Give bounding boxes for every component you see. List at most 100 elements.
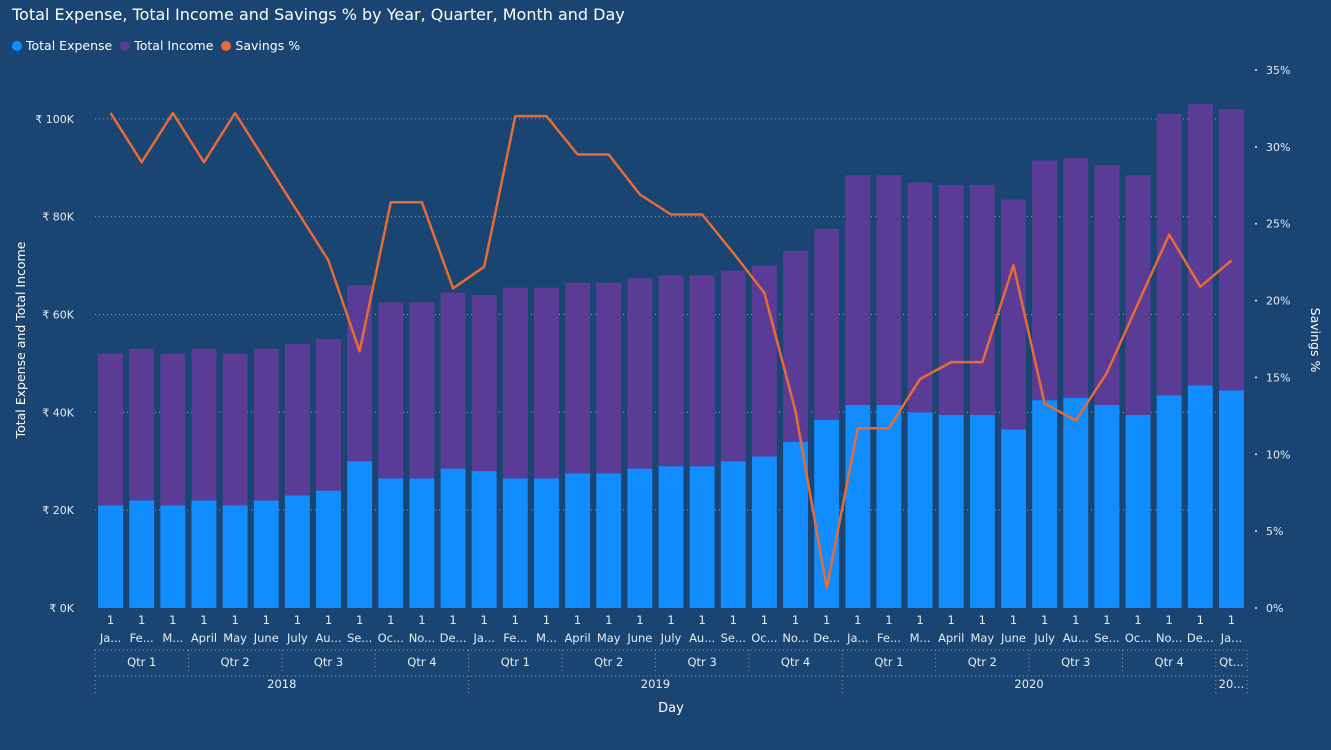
day-label: 1: [169, 613, 176, 627]
bar-total-expense: [1125, 414, 1151, 608]
bar-total-expense: [783, 441, 808, 608]
month-label: July: [286, 631, 308, 645]
y-tick-label: ₹ 40K: [42, 406, 74, 419]
month-label: Oc...: [1125, 631, 1151, 645]
bar-total-income: [1063, 158, 1089, 398]
bar-total-income: [658, 275, 684, 467]
month-label: July: [660, 631, 682, 645]
bar-total-income: [253, 348, 279, 501]
y2-tick-mark: [1255, 376, 1257, 379]
line-savings: [109, 111, 1233, 590]
quarter-label: Qtr 3: [314, 655, 343, 669]
legend-marker-total-income: [120, 40, 131, 51]
month-label: Au...: [689, 631, 715, 645]
legend-item-total-income[interactable]: Total Income: [120, 38, 213, 53]
day-label: 1: [948, 613, 955, 627]
year-label: 20...: [1219, 677, 1245, 691]
day-label: 1: [356, 613, 363, 627]
y-tick-label: ₹ 60K: [42, 309, 74, 322]
bar-total-income: [1094, 165, 1120, 406]
day-label: 1: [761, 613, 768, 627]
day-label: 1: [667, 613, 674, 627]
bar-total-income: [378, 302, 404, 479]
y2-tick-label: 0%: [1266, 602, 1283, 615]
legend: Total Expense Total Income Savings %: [12, 38, 300, 53]
bar-total-income: [1218, 109, 1244, 391]
quarter-label: Qtr 2: [968, 655, 997, 669]
year-label: 2018: [267, 677, 296, 691]
bar-total-income: [502, 287, 528, 479]
chart-title: Total Expense, Total Income and Savings …: [12, 5, 625, 24]
bar-total-income: [1125, 175, 1151, 415]
month-label: Oc...: [751, 631, 777, 645]
bar-total-expense: [253, 500, 279, 608]
legend-item-savings[interactable]: Savings %: [221, 38, 300, 53]
day-label: 1: [1197, 613, 1204, 627]
quarter-label: Qt...: [1219, 655, 1244, 669]
month-label: June: [253, 631, 279, 645]
quarter-label: Qtr 2: [220, 655, 249, 669]
y2-tick-label: 15%: [1266, 371, 1290, 384]
bar-total-expense: [347, 461, 373, 608]
bar-total-expense: [502, 478, 528, 608]
bar-total-expense: [814, 419, 840, 608]
month-label: Ja...: [1220, 631, 1242, 645]
bar-total-income: [689, 275, 715, 467]
month-label: Se...: [1094, 631, 1119, 645]
bar-total-expense: [1156, 395, 1182, 608]
bar-total-expense: [938, 414, 964, 608]
bar-total-expense: [222, 505, 248, 608]
day-label: 1: [854, 613, 861, 627]
month-label: Oc...: [378, 631, 404, 645]
quarter-label: Qtr 1: [501, 655, 530, 669]
day-label: 1: [823, 613, 830, 627]
bar-total-income: [596, 282, 622, 474]
quarter-label: Qtr 4: [781, 655, 810, 669]
quarter-label: Qtr 4: [1155, 655, 1184, 669]
bar-total-income: [471, 294, 497, 472]
legend-label-savings: Savings %: [235, 38, 301, 53]
bar-total-expense: [160, 505, 186, 608]
month-label: Se...: [721, 631, 746, 645]
bar-total-income: [1001, 199, 1026, 430]
bar-total-expense: [1001, 429, 1026, 608]
day-label: 1: [387, 613, 394, 627]
day-label: 1: [1041, 613, 1048, 627]
day-label: 1: [916, 613, 923, 627]
legend-label-total-income: Total Income: [134, 38, 214, 53]
bar-total-expense: [751, 456, 777, 608]
legend-item-total-expense[interactable]: Total Expense: [12, 38, 112, 53]
y2-tick-label: 20%: [1266, 295, 1290, 308]
day-label: 1: [543, 613, 550, 627]
month-label: April: [191, 631, 217, 645]
bar-total-expense: [969, 414, 995, 608]
day-label: 1: [885, 613, 892, 627]
bar-total-income: [160, 353, 186, 506]
bar-total-income: [969, 184, 995, 415]
y2-tick-label: 5%: [1266, 525, 1283, 538]
bar-total-income: [98, 353, 124, 506]
day-label: 1: [481, 613, 488, 627]
y2-tick-mark: [1255, 222, 1257, 225]
bar-total-expense: [845, 405, 871, 608]
y2-tick-mark: [1255, 453, 1257, 456]
day-label: 1: [200, 613, 207, 627]
day-label: 1: [1103, 613, 1110, 627]
bar-total-expense: [907, 412, 933, 608]
y2-tick-mark: [1255, 299, 1257, 302]
bar-total-expense: [1032, 400, 1058, 608]
bar-total-income: [191, 348, 217, 501]
day-label: 1: [107, 613, 114, 627]
day-label: 1: [574, 613, 581, 627]
bar-total-income: [876, 175, 902, 406]
month-label: July: [1033, 631, 1055, 645]
bar-total-expense: [316, 490, 341, 608]
y-tick-label: ₹ 80K: [42, 211, 74, 224]
day-label: 1: [512, 613, 519, 627]
month-label: M...: [162, 631, 183, 645]
bar-total-expense: [284, 495, 310, 608]
day-label: 1: [294, 613, 301, 627]
month-label: June: [1000, 631, 1026, 645]
y2-tick-label: 30%: [1266, 141, 1290, 154]
quarter-label: Qtr 3: [688, 655, 717, 669]
